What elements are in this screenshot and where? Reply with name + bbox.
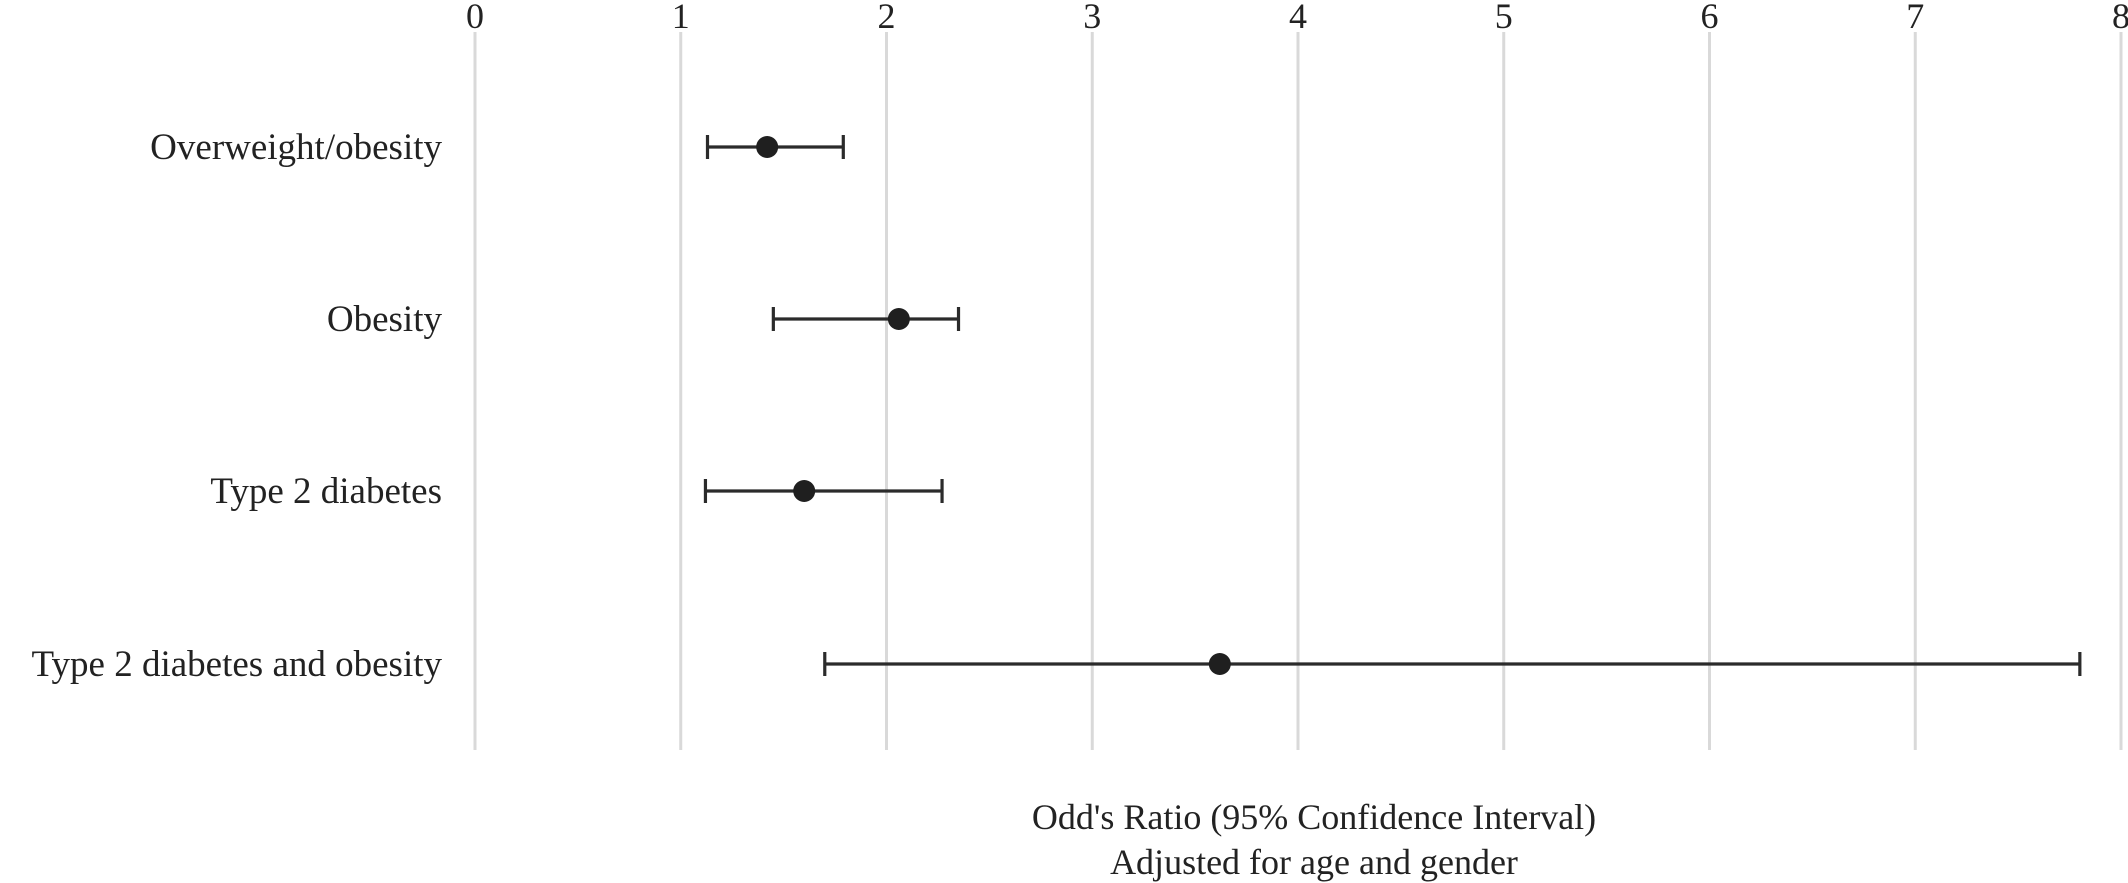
- odds-ratio-point: [887, 308, 910, 330]
- x-tick-label-7: 7: [1906, 0, 1924, 36]
- x-tick-label-2: 2: [878, 0, 896, 36]
- x-tick-label-3: 3: [1083, 0, 1101, 36]
- estimate-row: [703, 479, 944, 503]
- x-axis-sublabel: Adjusted for age and gender: [1110, 842, 1518, 882]
- category-label: Type 2 diabetes and obesity: [32, 644, 443, 685]
- estimate-row: [823, 652, 2082, 676]
- odds-ratio-point: [793, 480, 816, 502]
- x-tick-label-5: 5: [1495, 0, 1513, 36]
- category-label: Type 2 diabetes: [210, 471, 442, 512]
- data-marks: [703, 135, 2082, 676]
- gridlines: [473, 32, 2123, 750]
- x-axis-title: Odd's Ratio (95% Confidence Interval) Ad…: [1032, 797, 1596, 882]
- x-tick-label-8: 8: [2112, 0, 2128, 36]
- odds-ratio-point: [1208, 653, 1231, 675]
- category-label: Overweight/obesity: [150, 127, 442, 168]
- x-tick-label-0: 0: [466, 0, 484, 36]
- x-tick-label-4: 4: [1289, 0, 1307, 36]
- x-tick-label-1: 1: [672, 0, 690, 36]
- x-axis-ticks: 0 1 2 3 4 5 6 7 8: [466, 0, 2128, 36]
- estimate-row: [771, 307, 961, 331]
- estimate-row: [705, 135, 845, 159]
- x-tick-label-6: 6: [1701, 0, 1719, 36]
- odds-ratio-point: [756, 136, 779, 158]
- category-labels: Overweight/obesity Obesity Type 2 diabetes…: [32, 127, 443, 685]
- category-label: Obesity: [327, 299, 443, 340]
- x-axis-label: Odd's Ratio (95% Confidence Interval): [1032, 797, 1596, 837]
